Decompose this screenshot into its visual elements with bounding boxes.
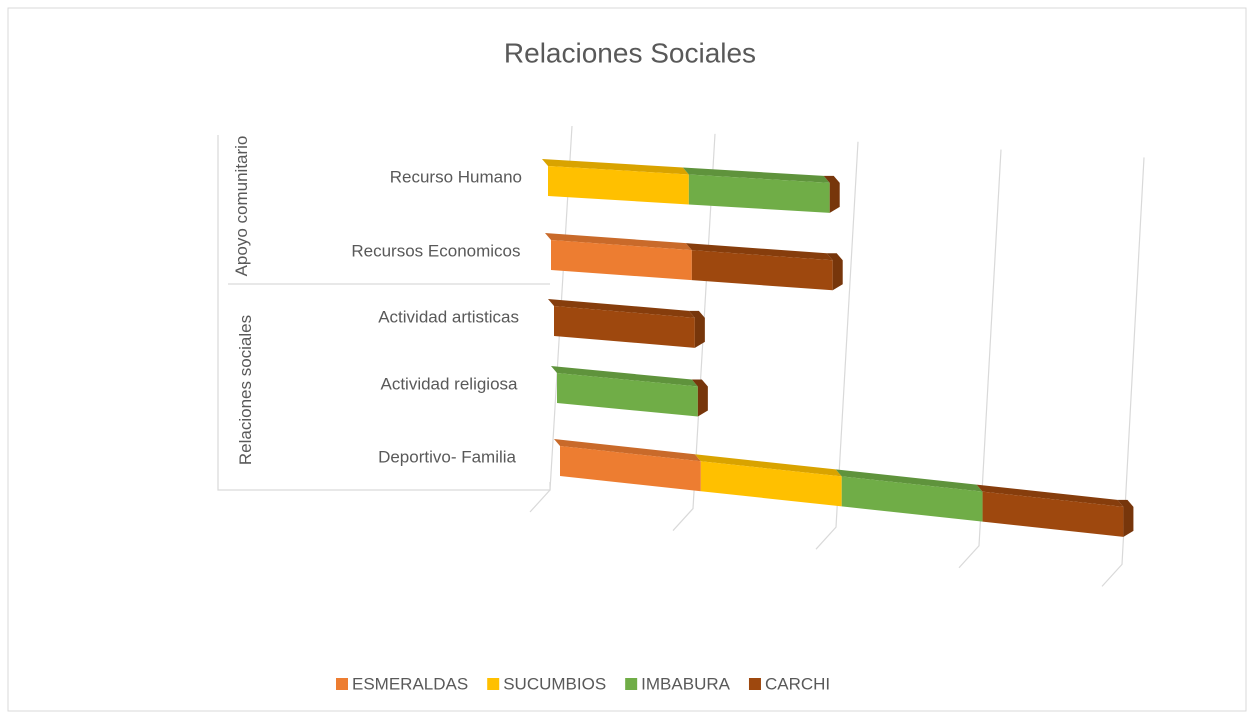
- bar-end: [823, 175, 840, 213]
- bar-end: [688, 310, 705, 348]
- bar-front: [560, 446, 701, 492]
- bar-front: [700, 461, 842, 507]
- legend-swatch: [748, 678, 761, 690]
- bar-front: [841, 476, 983, 522]
- bar-top: [551, 366, 698, 387]
- bar-top: [554, 439, 701, 462]
- bar-top: [542, 159, 689, 175]
- bar-segment: [554, 439, 701, 492]
- bar-top: [682, 167, 830, 183]
- y-tick-label: Recursos Economicos: [351, 241, 520, 260]
- bar-segment: [551, 366, 698, 417]
- bar-segment: [694, 454, 842, 507]
- bar-top: [545, 233, 692, 251]
- bar-front: [551, 240, 692, 281]
- bar-front: [688, 174, 830, 213]
- bar-top: [685, 243, 833, 261]
- y-tick-label: Deportivo- Familia: [378, 447, 516, 466]
- bar-top: [694, 454, 842, 477]
- bar-segment: [542, 159, 689, 205]
- bar-front: [982, 491, 1124, 537]
- group-label: Apoyo comunitario: [232, 135, 251, 277]
- bar-segment: [548, 299, 695, 348]
- y-tick-label: Recurso Humano: [390, 167, 522, 186]
- bar-top: [548, 299, 695, 318]
- grid-line: [815, 141, 859, 550]
- bar-end: [691, 379, 708, 417]
- bar-front: [548, 166, 689, 205]
- bar-segment: [545, 233, 692, 281]
- bar-top: [976, 484, 1124, 507]
- chart-border: [7, 7, 1247, 712]
- group-label: Relaciones sociales: [236, 314, 255, 466]
- legend-label: ESMERALDAS: [352, 674, 468, 693]
- bar-front: [691, 250, 833, 291]
- legend-swatch: [336, 678, 348, 690]
- bar-end: [826, 253, 843, 291]
- chart-title: Relaciones Sociales: [504, 37, 756, 68]
- axis-frame: [217, 135, 551, 491]
- legend-label: SUCUMBIOS: [503, 674, 606, 693]
- legend-label: CARCHI: [765, 674, 830, 693]
- bar-segment: [835, 469, 983, 522]
- bar-segment: [685, 243, 833, 291]
- y-tick-label: Actividad religiosa: [380, 374, 518, 393]
- legend-swatch: [625, 678, 638, 690]
- bar-top: [835, 469, 983, 492]
- y-tick-label: Actividad artisticas: [378, 307, 519, 326]
- bar-front: [557, 373, 698, 417]
- bar-segment: [976, 484, 1124, 537]
- bar-front: [554, 306, 695, 348]
- legend-label: IMBABURA: [641, 674, 730, 693]
- legend-swatch: [487, 678, 500, 690]
- bar-end: [1117, 499, 1134, 537]
- grid-line: [1101, 157, 1145, 587]
- bar-segment: [682, 167, 830, 213]
- grid-line: [958, 149, 1002, 569]
